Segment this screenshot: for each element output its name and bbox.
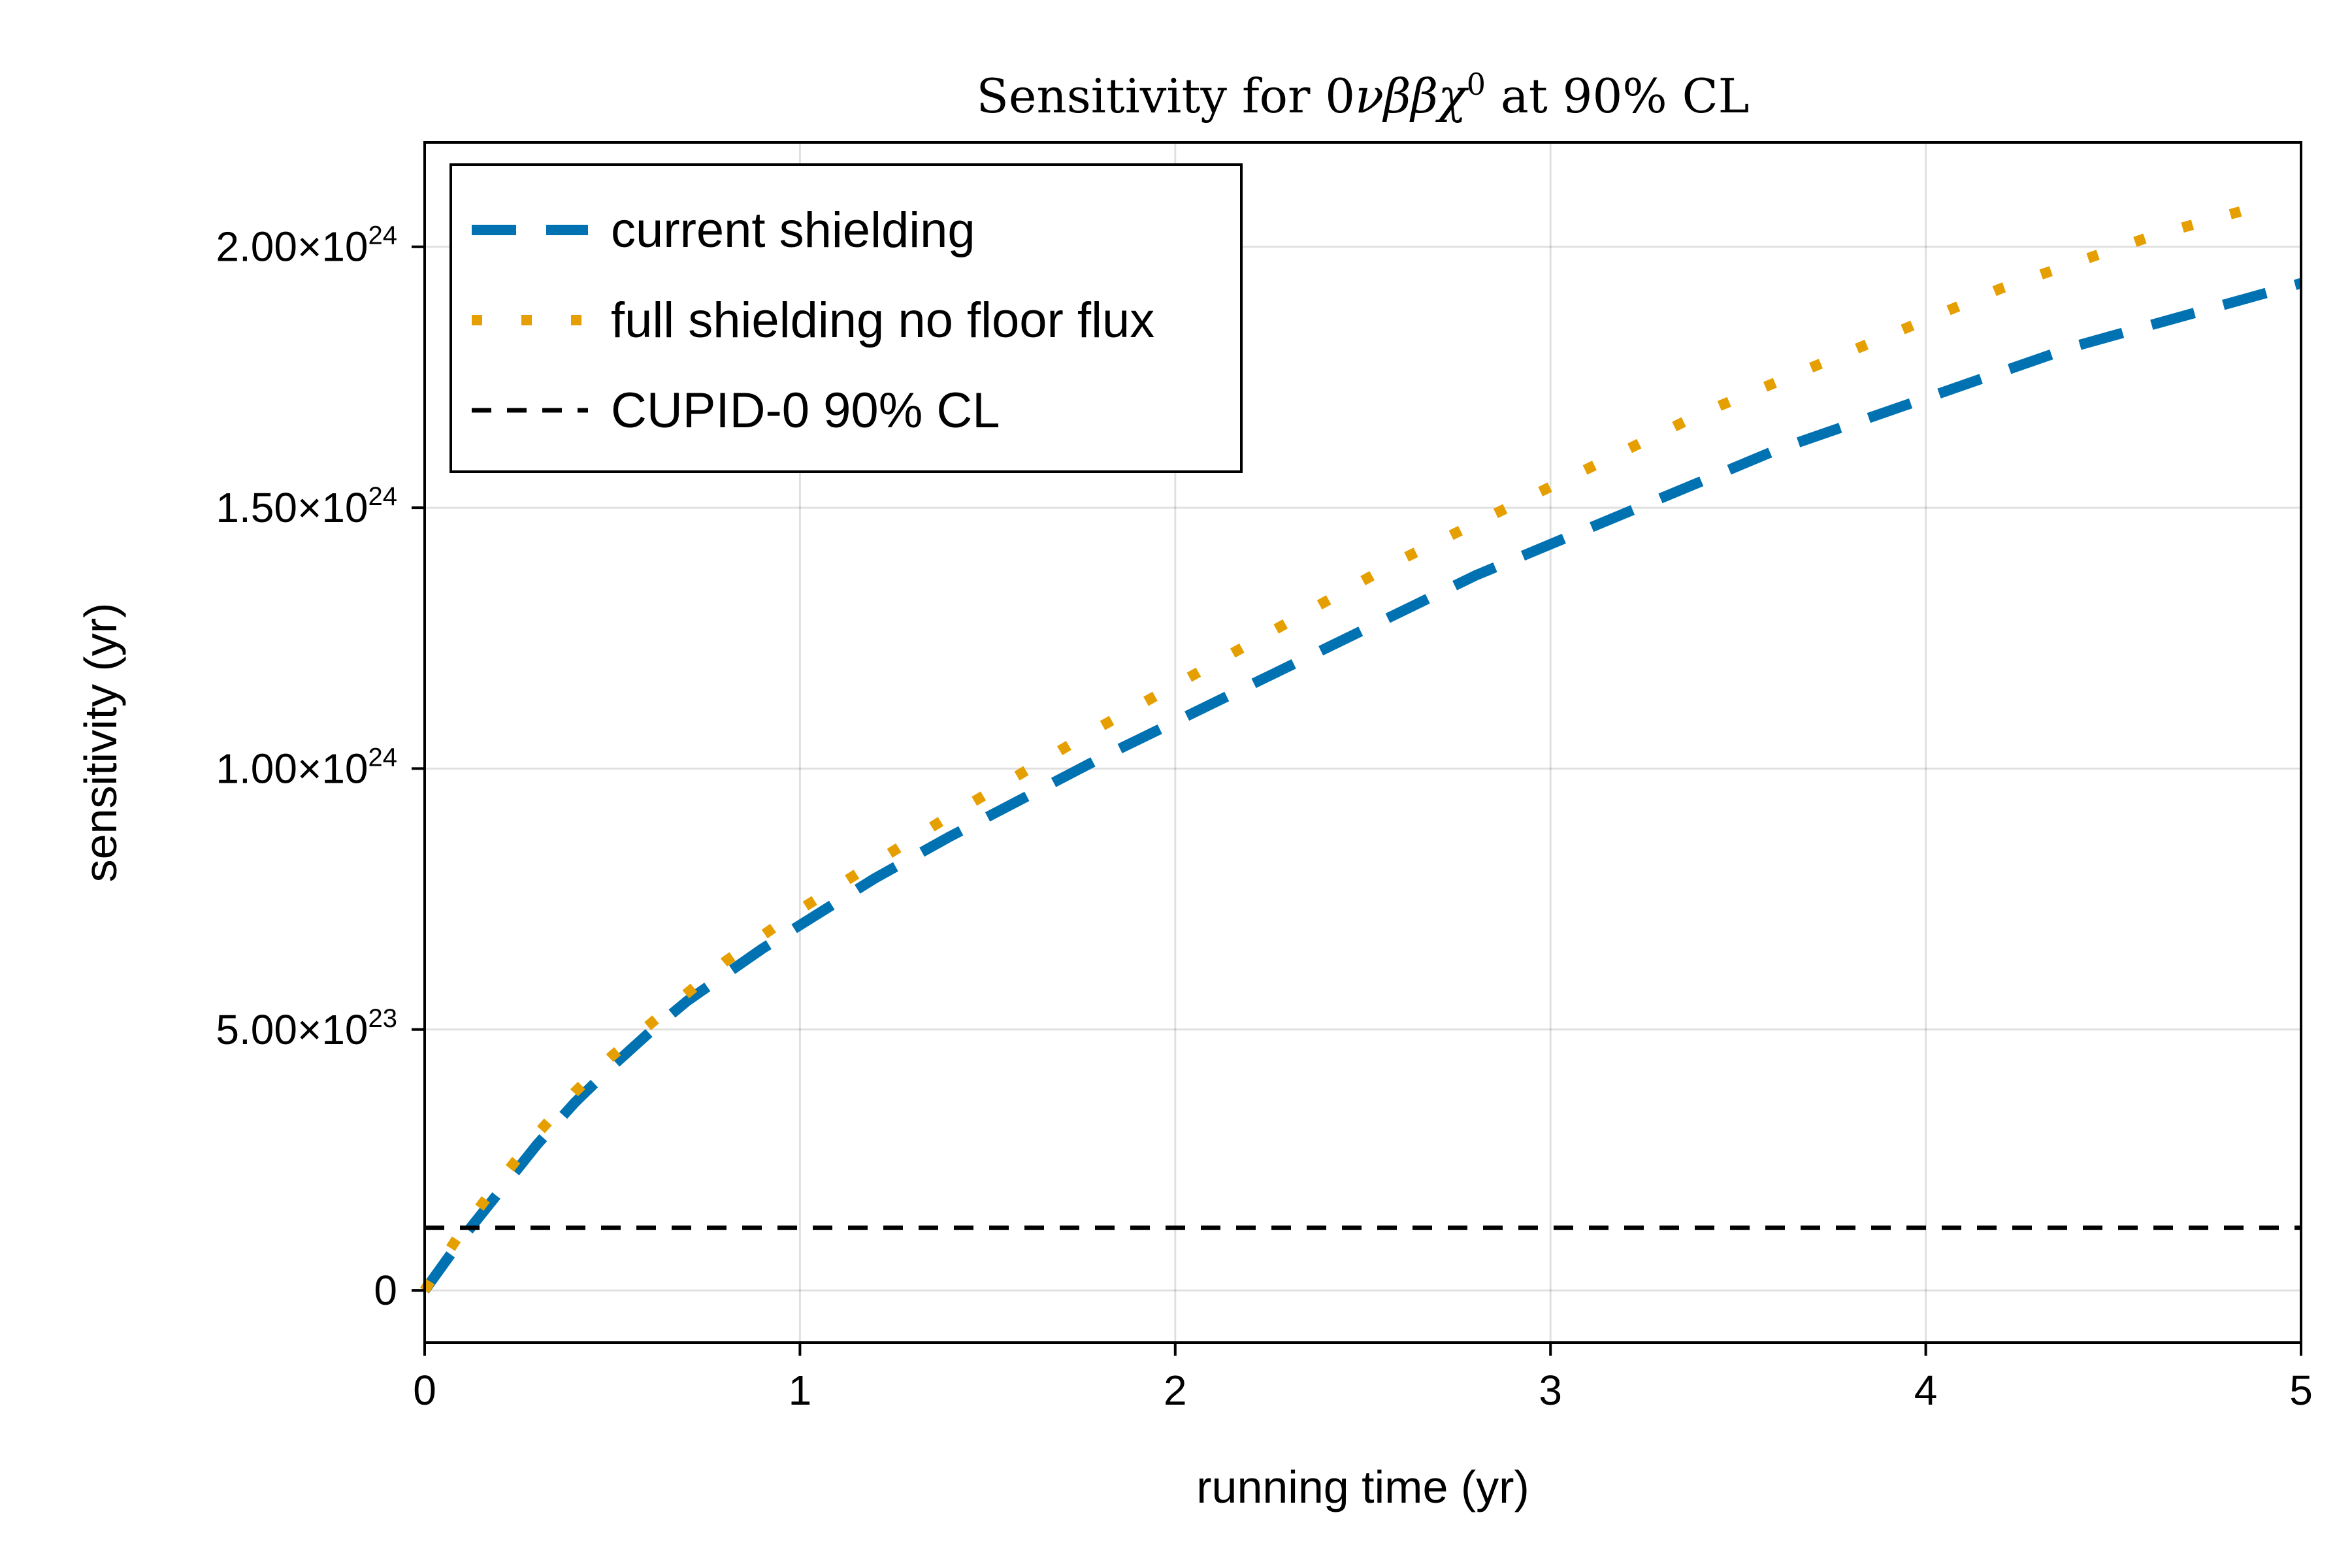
x-tick-label: 0 [413, 1367, 436, 1414]
x-tick-label: 4 [1914, 1367, 1938, 1414]
title-prefix: Sensitivity for 0 [977, 69, 1356, 123]
title-suffix: at 90% CL [1486, 69, 1749, 123]
y-tick-label: 2.00×1024 [216, 221, 397, 270]
x-tick-label: 1 [789, 1367, 812, 1414]
x-tick-label: 2 [1164, 1367, 1187, 1414]
legend: current shielding full shielding no floor… [449, 163, 1243, 473]
y-tick-label: 0 [374, 1267, 397, 1314]
y-tick-label: 1.00×1024 [216, 743, 397, 792]
series-line-1 [420, 200, 2265, 1294]
legend-label-0: current shielding [611, 203, 975, 258]
x-tick-label: 3 [1539, 1367, 1562, 1414]
y-tick-label: 5.00×1023 [216, 1004, 397, 1053]
title-superscript: 0 [1467, 67, 1486, 102]
y-axis-ticks: 0 5.00×1023 1.00×1024 1.50×1024 2.00×1024 [216, 221, 425, 1314]
legend-box [449, 163, 1243, 473]
legend-label-1: full shielding no floor flux [611, 293, 1154, 348]
series-line-0 [420, 278, 2303, 1294]
x-axis-ticks: 0 1 2 3 4 5 [413, 1343, 2313, 1414]
x-axis-label: running time (yr) [1196, 1462, 1529, 1512]
y-tick-label: 1.50×1024 [216, 482, 397, 531]
title-symbols: νββχ [1355, 69, 1469, 123]
x-tick-label: 5 [2289, 1367, 2313, 1414]
series-layer [420, 200, 2303, 1294]
chart-title: Sensitivity for 0νββχ0 at 90% CL [977, 67, 1750, 123]
legend-label-2: CUPID-0 90% CL [611, 383, 1000, 438]
plot-frame [423, 141, 2302, 1344]
y-axis-label: sensitivity (yr) [75, 603, 126, 883]
